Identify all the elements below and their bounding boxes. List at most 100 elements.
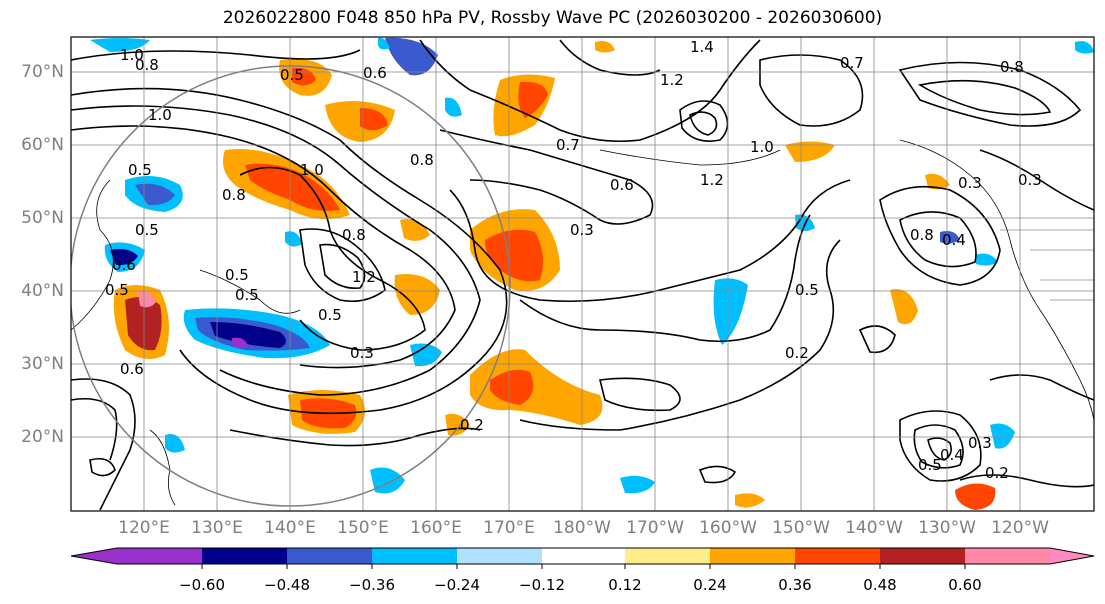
pv-contour-line [71, 105, 481, 396]
contour-labels: 1.0 0.8 0.5 0.6 1.0 0.8 1.4 1.2 0.7 1.2 … [105, 38, 1042, 482]
lon-label-180w: 180°W [553, 518, 611, 538]
anomaly-blob [378, 37, 390, 50]
contour-label: 0.5 [235, 286, 259, 304]
anomaly-blob [138, 291, 156, 308]
lat-label-40n: 40°N [21, 281, 64, 301]
anomaly-blob [735, 493, 765, 508]
pv-contour-line [71, 378, 136, 511]
colorbar-bin [542, 548, 625, 564]
contour-label: 0.5 [795, 281, 819, 299]
contour-label: 0.5 [918, 456, 942, 474]
contour-label: 0.8 [135, 56, 159, 74]
coastline [1000, 229, 1094, 301]
anomaly-blob [785, 141, 835, 162]
colorbar-tick-label: 0.24 [693, 576, 727, 594]
positive-anomaly-regions [113, 41, 996, 510]
colorbar-bin [880, 548, 965, 564]
colorbar-bin [457, 548, 542, 564]
contour-label: 1.0 [120, 46, 144, 64]
colorbar-bin [117, 548, 202, 564]
contour-label: 0.3 [968, 434, 992, 452]
contour-label: 0.8 [910, 226, 934, 244]
contour-label: 0.5 [135, 221, 159, 239]
pv-contour-line [689, 111, 718, 136]
pv-contour-line [71, 49, 361, 61]
pv-contour-line [419, 39, 761, 143]
contour-label: 0.5 [225, 266, 249, 284]
lon-label-150w: 150°W [772, 518, 830, 538]
contour-label: 0.5 [105, 281, 129, 299]
anomaly-blob [125, 296, 162, 351]
anomaly-blob [110, 248, 138, 266]
lon-label-120w: 120°W [991, 518, 1049, 538]
colorbar-extend-max [1050, 548, 1094, 564]
pv-contour-line [519, 214, 811, 343]
lon-label-120e: 120°E [118, 518, 170, 538]
anomaly-blob [245, 163, 340, 211]
anomaly-blob [400, 219, 430, 241]
pv-contours [71, 39, 1094, 511]
pv-contour-line [299, 228, 386, 303]
anomaly-blob [940, 231, 960, 244]
lon-label-140e: 140°E [264, 518, 316, 538]
contour-label: 0.5 [318, 306, 342, 324]
anomaly-blob [925, 173, 950, 190]
contour-label: 1.0 [750, 138, 774, 156]
pv-contour-line [959, 474, 1094, 488]
contour-label: 0.6 [610, 176, 634, 194]
contour-label: 0.3 [350, 344, 374, 362]
coastline [71, 179, 114, 331]
contour-label: 0.6 [363, 64, 387, 82]
anomaly-blob [620, 475, 655, 494]
pv-contour-line [698, 465, 737, 484]
radius-circle [71, 65, 511, 507]
pv-contour-line [917, 79, 1052, 116]
colorbar-bin [965, 548, 1050, 564]
anomaly-blob [360, 108, 388, 131]
pv-contour-line [989, 374, 1094, 401]
anomaly-blob [990, 423, 1015, 449]
colorbar-tick-label: −0.12 [519, 576, 565, 594]
colorbar-tick-label: −0.48 [264, 576, 310, 594]
contour-label: 0.5 [128, 161, 152, 179]
colorbar-tick-label: 0.36 [778, 576, 812, 594]
pv-contour-line [979, 149, 1094, 211]
lon-label-160w: 160°W [699, 518, 757, 538]
pv-contour-line [71, 397, 118, 461]
colorbar-tick-label: 0.60 [948, 576, 982, 594]
lon-label-130e: 130°E [191, 518, 243, 538]
anomaly-blob [595, 41, 615, 53]
lat-label-20n: 20°N [21, 427, 64, 447]
contour-label: 0.7 [556, 136, 580, 154]
pv-contour-line [439, 129, 654, 225]
anomaly-blob [410, 343, 442, 367]
colorbar-bin [202, 548, 287, 564]
colorbar [70, 547, 1095, 569]
pv-contour-line [879, 185, 1001, 286]
gridlines [71, 37, 1094, 511]
contour-label: 1.2 [352, 268, 376, 286]
colorbar-bin [372, 548, 457, 564]
pv-contour-line [599, 377, 681, 412]
colorbar-tick-label: 0.12 [608, 576, 642, 594]
plot-title: 2026022800 F048 850 hPa PV, Rossby Wave … [222, 8, 883, 28]
coastline [899, 139, 1094, 421]
pv-contour-line [559, 39, 661, 76]
anomaly-blob [285, 231, 302, 247]
anomaly-blob [445, 413, 470, 436]
anomaly-blob [955, 483, 996, 510]
pv-contour-line [229, 427, 481, 447]
anomaly-blob [394, 274, 440, 315]
colorbar-extend-min [71, 548, 117, 564]
lat-label-50n: 50°N [21, 208, 64, 228]
contour-label: 0.5 [280, 66, 304, 84]
pv-contour-line [71, 87, 508, 415]
anomaly-blob [210, 322, 286, 348]
anomaly-blob [490, 369, 534, 405]
pv-contour-line [519, 239, 841, 431]
anomaly-blob [470, 349, 603, 425]
lon-label-130w: 130°W [918, 518, 976, 538]
colorbar-tick-label: −0.60 [179, 576, 225, 594]
anomaly-blob [890, 289, 918, 325]
contour-label: 0.6 [112, 256, 136, 274]
